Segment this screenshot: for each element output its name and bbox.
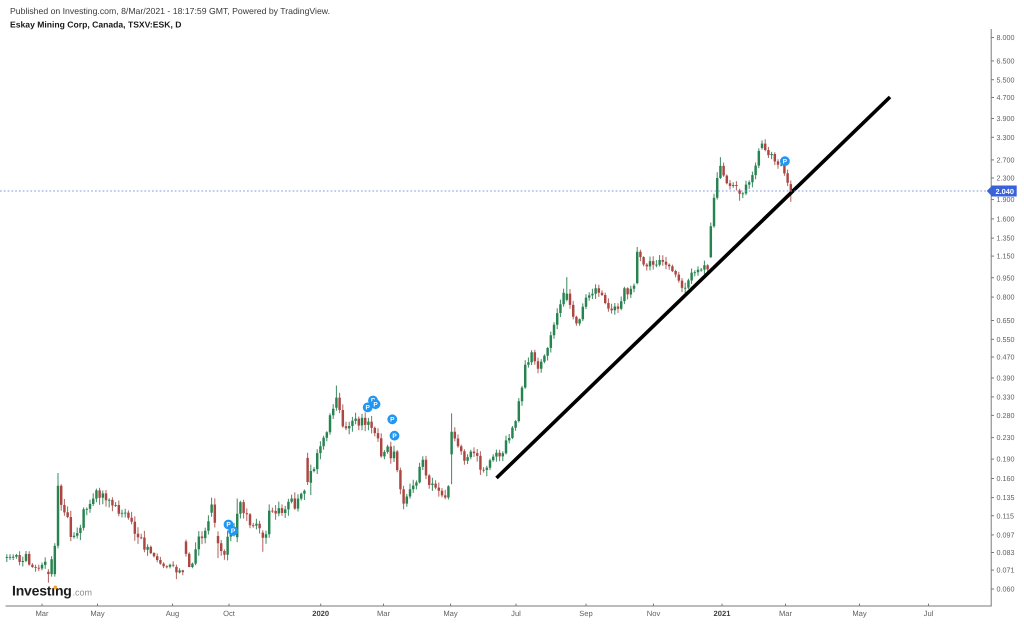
svg-text:0.230: 0.230 — [997, 433, 1015, 442]
svg-text:0.800: 0.800 — [997, 293, 1015, 302]
svg-text:P: P — [392, 433, 397, 440]
svg-text:0.097: 0.097 — [997, 531, 1015, 540]
svg-text:May: May — [443, 609, 458, 618]
svg-text:Sep: Sep — [579, 609, 593, 618]
svg-text:2.040: 2.040 — [996, 187, 1015, 196]
svg-text:Aug: Aug — [166, 609, 180, 618]
svg-text:P: P — [366, 405, 371, 412]
svg-text:6.500: 6.500 — [997, 57, 1015, 66]
svg-text:0.470: 0.470 — [997, 353, 1015, 362]
svg-text:0.190: 0.190 — [997, 455, 1015, 464]
svg-text:0.650: 0.650 — [997, 316, 1015, 325]
svg-text:Published on Investing.com, 8/: Published on Investing.com, 8/Mar/2021 -… — [10, 6, 330, 16]
svg-text:0.071: 0.071 — [997, 566, 1015, 575]
svg-text:1.150: 1.150 — [997, 252, 1015, 261]
svg-text:0.390: 0.390 — [997, 374, 1015, 383]
svg-text:P: P — [373, 401, 378, 408]
svg-text:P: P — [231, 528, 236, 535]
svg-text:0.330: 0.330 — [997, 393, 1015, 402]
svg-text:3.900: 3.900 — [997, 114, 1015, 123]
svg-text:0.083: 0.083 — [997, 548, 1015, 557]
svg-text:P: P — [390, 417, 395, 424]
svg-text:1.350: 1.350 — [997, 234, 1015, 243]
svg-text:2021: 2021 — [714, 609, 732, 618]
svg-text:1.600: 1.600 — [997, 215, 1015, 224]
svg-text:3.300: 3.300 — [997, 133, 1015, 142]
svg-text:0.280: 0.280 — [997, 411, 1015, 420]
svg-text:2020: 2020 — [312, 609, 329, 618]
svg-text:0.950: 0.950 — [997, 273, 1015, 282]
svg-text:.com: .com — [73, 588, 93, 598]
svg-text:1.900: 1.900 — [997, 195, 1015, 204]
svg-text:Nov: Nov — [647, 609, 661, 618]
svg-text:0.115: 0.115 — [997, 511, 1014, 520]
svg-text:P: P — [783, 158, 788, 165]
svg-text:May: May — [852, 609, 867, 618]
svg-text:Investıng: Investıng — [12, 583, 72, 599]
svg-text:Mar: Mar — [35, 609, 49, 618]
svg-text:Jul: Jul — [924, 609, 934, 618]
svg-text:P: P — [226, 522, 231, 529]
svg-text:0.060: 0.060 — [997, 585, 1015, 594]
svg-text:5.500: 5.500 — [997, 75, 1015, 84]
svg-text:Jul: Jul — [511, 609, 521, 618]
svg-text:2.300: 2.300 — [997, 174, 1015, 183]
svg-text:May: May — [90, 609, 105, 618]
svg-text:Mar: Mar — [779, 609, 793, 618]
svg-text:Mar: Mar — [377, 609, 391, 618]
svg-text:0.160: 0.160 — [997, 474, 1015, 483]
svg-text:Eskay Mining Corp, Canada, TSX: Eskay Mining Corp, Canada, TSXV:ESK, D — [10, 20, 181, 30]
svg-text:Oct: Oct — [223, 609, 236, 618]
svg-text:2.700: 2.700 — [997, 156, 1015, 165]
svg-text:0.135: 0.135 — [997, 493, 1015, 502]
svg-text:4.700: 4.700 — [997, 93, 1015, 102]
svg-text:8.000: 8.000 — [997, 33, 1015, 42]
svg-text:0.550: 0.550 — [997, 335, 1015, 344]
